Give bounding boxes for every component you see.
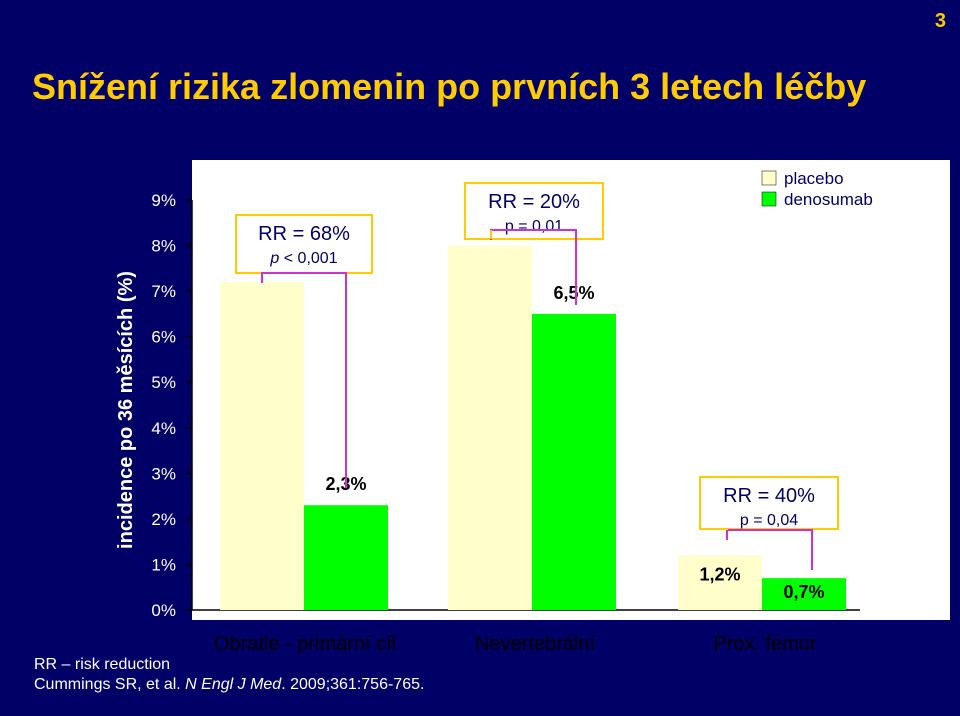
y-tick-label: 4% <box>151 419 176 438</box>
p-text: < 0,001 <box>279 250 337 267</box>
significance-bracket <box>726 529 813 570</box>
p-symbol: p <box>269 250 279 267</box>
y-tick-label: 1% <box>151 555 176 574</box>
citation-authors: Cummings SR, et al. <box>34 676 186 693</box>
citation-journal: N Engl J Med <box>185 676 282 693</box>
category-label: Obratle - primární cíl <box>214 633 396 655</box>
bar-value-label: 1,2% <box>699 564 740 584</box>
slide-title: Snížení rizika zlomenin po prvních 3 let… <box>32 66 867 107</box>
y-tick-label: 3% <box>151 464 176 483</box>
p-text: p = 0,01 <box>505 218 563 235</box>
p-value: p = 0,01 <box>505 218 563 235</box>
p-value: p < 0,001 <box>269 250 337 267</box>
bar-denosumab <box>304 505 388 610</box>
category-label: Nevertebrální <box>475 633 596 655</box>
p-text: p = 0,04 <box>740 512 798 529</box>
footer-legend-rr: RR – risk reduction <box>34 656 171 673</box>
rr-value: RR = 40% <box>723 485 815 507</box>
bar-placebo <box>678 555 762 610</box>
y-tick-label: 7% <box>151 282 176 301</box>
y-tick-label: 9% <box>151 191 176 210</box>
legend-swatch-denosumab <box>761 191 777 207</box>
y-tick-label: 2% <box>151 510 176 529</box>
y-tick-label: 0% <box>151 601 176 620</box>
legend-label-denosumab: denosumab <box>784 190 873 209</box>
rr-value: RR = 68% <box>258 223 350 245</box>
y-tick-label: 8% <box>151 237 176 256</box>
bar-placebo <box>448 245 532 611</box>
category-label: Prox. femur <box>713 633 817 655</box>
y-axis-title: incidence po 36 měsících (%) <box>115 271 137 549</box>
y-tick-label: 6% <box>151 328 176 347</box>
bar-value-label: 6,5% <box>553 283 594 303</box>
footer-citation: Cummings SR, et al. N Engl J Med. 2009;3… <box>34 676 424 694</box>
bar-denosumab <box>762 578 846 610</box>
legend-label-placebo: placebo <box>784 169 844 188</box>
rr-value: RR = 20% <box>488 191 580 213</box>
bar-placebo <box>220 282 304 610</box>
significance-bracket <box>261 272 347 488</box>
y-tick-label: 5% <box>151 373 176 392</box>
citation-rest: . 2009;361:756-765. <box>281 676 425 693</box>
page-number: 3 <box>934 10 946 32</box>
bar-denosumab <box>532 313 616 610</box>
p-value: p = 0,04 <box>740 512 798 529</box>
legend-swatch-placebo <box>761 170 777 186</box>
bar-value-label: 0,7% <box>783 582 824 602</box>
